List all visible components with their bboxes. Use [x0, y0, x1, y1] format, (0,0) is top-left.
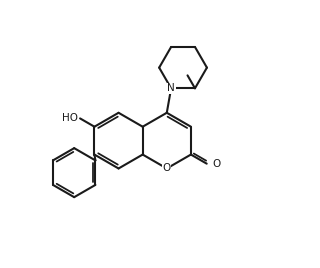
Text: O: O: [163, 163, 171, 173]
Text: HO: HO: [62, 113, 78, 124]
Text: O: O: [213, 159, 221, 169]
Text: N: N: [167, 83, 175, 93]
